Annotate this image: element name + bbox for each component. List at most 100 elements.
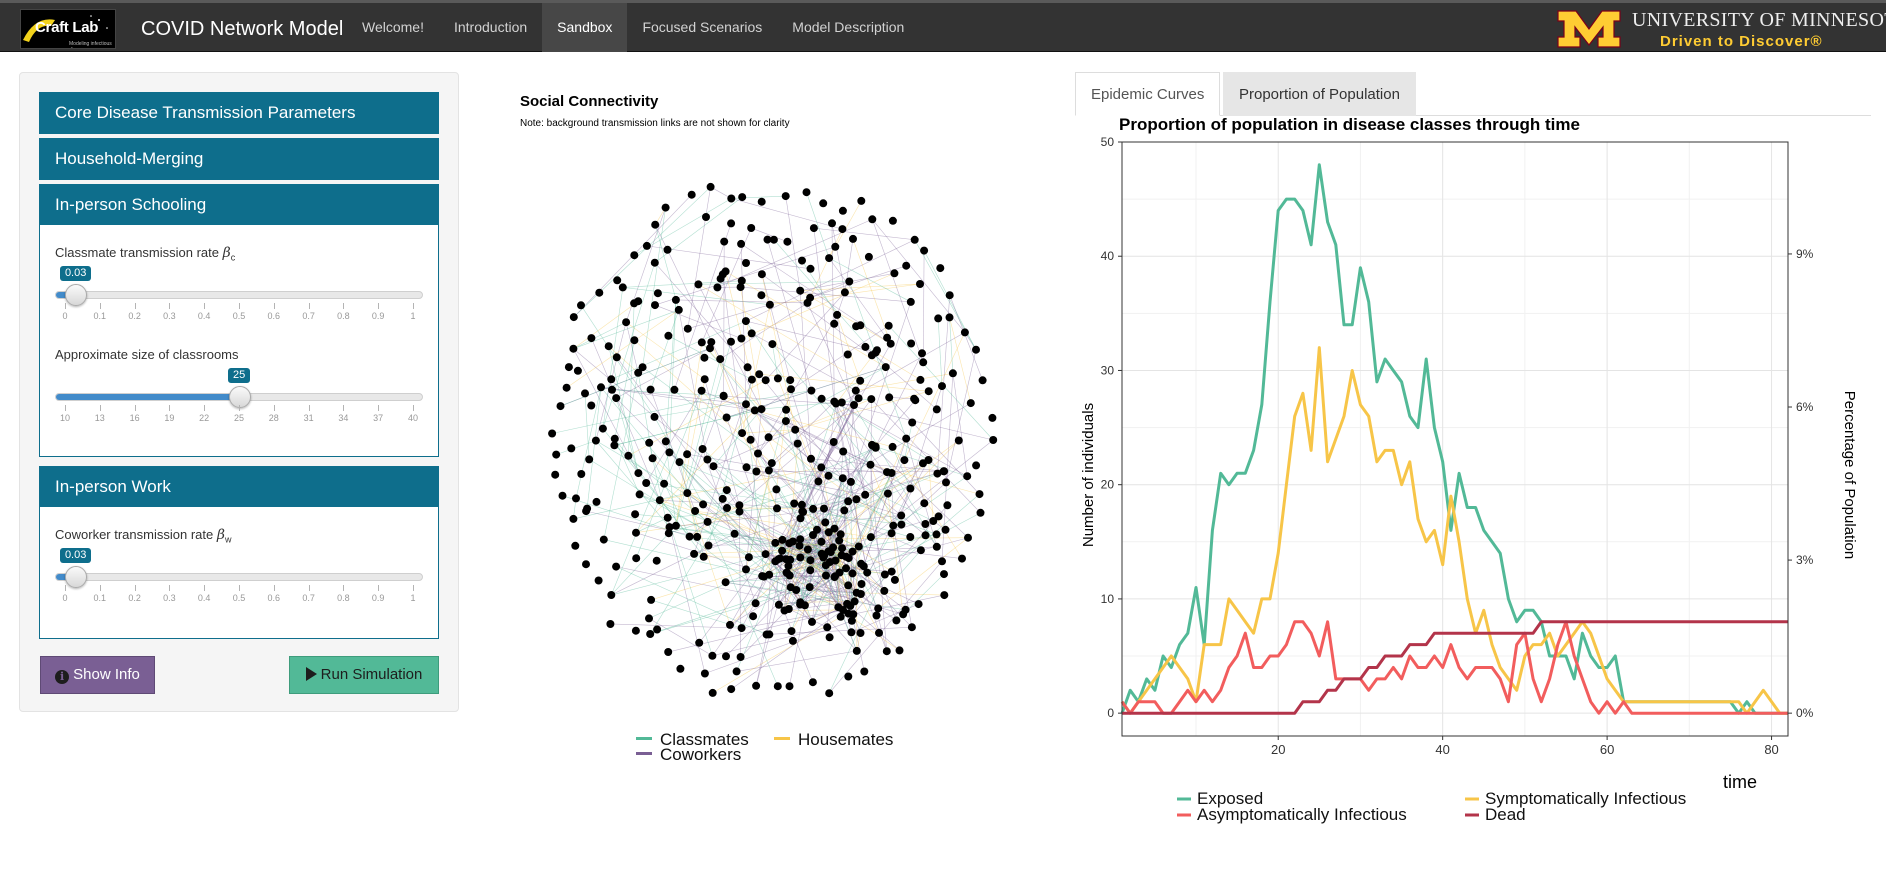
classroom-size-tick [308,405,310,411]
network-edge [667,501,849,518]
panel-core-parameters-header[interactable]: Core Disease Transmission Parameters [40,93,438,133]
network-edge [775,542,811,561]
network-edge [667,517,713,656]
network-node [817,537,826,546]
network-edge [850,301,912,483]
classroom-size-tick [378,405,380,411]
y-tick-label: 10 [1101,592,1115,606]
run-simulation-button[interactable]: Run Simulation [289,656,439,694]
network-edge [757,453,814,510]
network-node [788,636,797,645]
info-circle-icon: i [55,670,70,684]
network-edge [789,508,825,687]
nav-sandbox[interactable]: Sandbox [542,3,628,52]
network-edge [725,271,753,380]
network-node [934,314,943,323]
y2-tick-label: 3% [1796,553,1814,567]
network-edge [573,348,714,467]
network-node [868,215,877,224]
network-edge [615,398,639,474]
network-edge [863,438,907,567]
network-node [665,523,674,532]
classmate-rate-handle[interactable] [65,284,88,306]
network-node [687,190,696,199]
network-node [721,267,730,276]
network-node [774,555,783,564]
classmate-rate-tick-label: 0.2 [128,311,141,321]
network-edge [725,581,906,611]
network-node [738,193,747,202]
network-node [624,451,633,460]
app-title[interactable]: COVID Network Model [141,18,344,40]
network-node [585,455,594,464]
network-node [838,544,847,553]
panel-household-merging[interactable]: Household-Merging [39,138,439,180]
craft-lab-logo[interactable]: Craft Lab Modeling infectious disease [20,9,116,49]
beta-symbol: β [216,527,225,543]
network-node [618,283,627,292]
network-edge [584,393,590,460]
network-edge [782,470,945,541]
network-node [650,258,659,267]
umn-logo[interactable]: UNIVERSITY OF MINNESOTA Driven to Discov… [1556,7,1886,51]
run-simulation-label: Run Simulation [320,666,423,683]
network-edge [687,492,849,586]
network-edge [838,540,879,609]
network-node [632,554,641,563]
network-node [873,346,881,355]
network-node [638,363,647,372]
panel-core-parameters[interactable]: Core Disease Transmission Parameters [39,92,439,134]
coworker-rate-slider[interactable] [55,566,423,588]
network-node [867,351,876,360]
legend-coworkers: Coworkers [636,745,741,765]
nav-focused-scenarios[interactable]: Focused Scenarios [642,19,763,35]
nav-model-description[interactable]: Model Description [792,19,905,35]
network-node [830,397,839,406]
network-node [809,224,818,233]
classroom-size-tick [273,405,275,411]
network-nodes [548,182,998,698]
network-node [746,435,755,444]
network-node [597,383,605,392]
classmate-rate-slider[interactable] [55,284,423,306]
network-edge [754,410,893,448]
tab-epidemic-curves[interactable]: Epidemic Curves [1075,72,1221,116]
network-edge [669,511,804,528]
network-edge [782,475,829,541]
legend-housemates-label: Housemates [798,730,894,749]
panel-in-person-work-header[interactable]: In-person Work [40,467,438,507]
classroom-size-slider[interactable] [55,386,423,408]
network-node [591,436,600,445]
network-node [670,385,679,394]
network-edge [856,592,945,596]
panel-household-merging-header[interactable]: Household-Merging [40,139,438,179]
network-edge [811,553,822,622]
nav-introduction[interactable]: Introduction [453,19,528,35]
network-edge [828,257,891,344]
network-edge [635,390,702,559]
classmate-rate-tick [204,303,206,309]
network-node [824,528,833,537]
network-edge [678,309,708,460]
classroom-size-handle[interactable] [229,386,251,408]
network-node [765,300,774,309]
network-edge [825,515,902,523]
classroom-size-tick-label: 37 [373,413,384,423]
network-edge [646,482,802,506]
network-edge [800,557,827,576]
tab-proportion-of-population[interactable]: Proportion of Population [1223,72,1416,116]
network-node [920,499,929,508]
network-edge [741,273,895,339]
network-edge [740,287,762,410]
network-node [875,628,883,637]
network-node [852,588,861,597]
network-node [916,375,925,384]
network-node [792,586,801,594]
show-info-button[interactable]: i Show Info [40,656,155,694]
network-edge [778,593,861,606]
nav-welcome[interactable]: Welcome! [362,19,424,35]
network-edge [813,227,915,241]
panel-in-person-schooling-header[interactable]: In-person Schooling [40,185,438,225]
coworker-rate-handle[interactable] [65,566,88,588]
network-node [906,533,915,541]
